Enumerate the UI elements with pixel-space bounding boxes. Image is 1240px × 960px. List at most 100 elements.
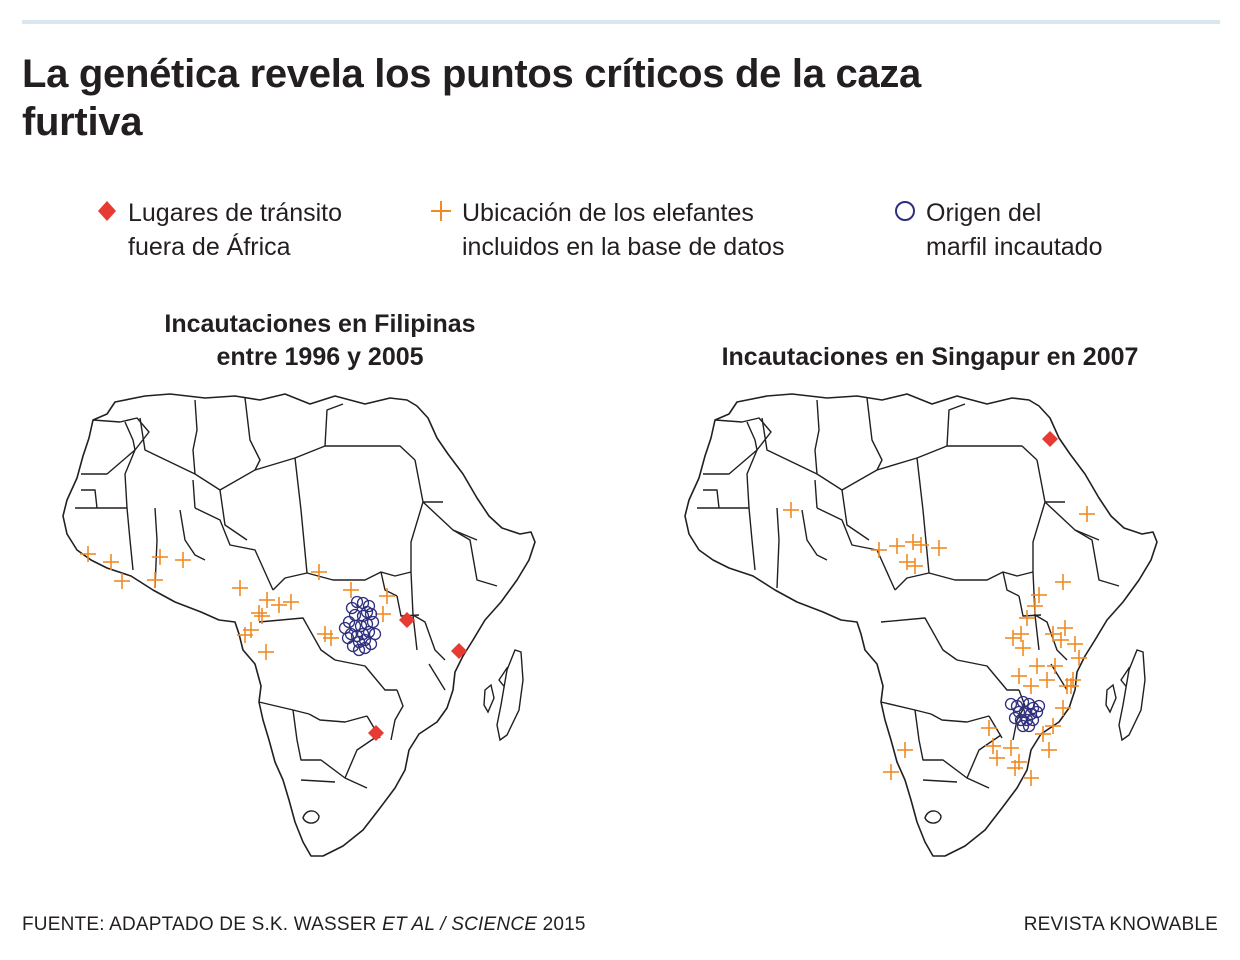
elephant-location-marker [1019, 610, 1035, 626]
elephant-location-marker [1039, 672, 1055, 688]
africa-map-philippines [62, 393, 536, 857]
elephant-location-marker [1079, 506, 1095, 522]
elephant-location-marker [783, 502, 799, 518]
elephant-location-marker [1047, 658, 1063, 674]
ivory-origin-marker [1022, 719, 1036, 733]
elephant-location-marker [343, 582, 359, 598]
country-border [139, 417, 221, 491]
elephant-location-marker [1055, 574, 1071, 590]
legend-label-origin: Origen del marfil incautado [926, 196, 1102, 264]
ivory-origin-marker [362, 599, 376, 613]
country-border [880, 617, 958, 661]
elephant-location-marker [981, 720, 997, 736]
country-border [272, 571, 412, 591]
country-border [703, 489, 720, 509]
elephant-location-marker [375, 606, 391, 622]
elephant-location-marker [931, 540, 947, 556]
transit-site-marker [451, 643, 467, 659]
country-border [390, 689, 404, 741]
elephant-location-marker [1031, 587, 1047, 603]
blue-circle-icon [895, 201, 915, 221]
island [1118, 649, 1146, 742]
elephant-location-marker [1053, 632, 1069, 648]
elephant-location-marker [889, 538, 905, 554]
africa-outline [62, 393, 536, 857]
country-border [930, 713, 990, 723]
elephant-location-marker [258, 644, 274, 660]
elephant-location-marker [871, 542, 887, 558]
country-border [748, 507, 756, 571]
africa-outline [684, 393, 1158, 857]
country-border [697, 421, 758, 509]
ivory-origin-marker [352, 635, 366, 649]
ivory-origin-marker [1026, 701, 1040, 715]
elephant-location-marker [323, 630, 339, 646]
country-border [814, 479, 818, 509]
elephant-location-marker [237, 627, 253, 643]
africa-map-singapore [684, 393, 1158, 857]
red-diamond-icon [98, 201, 116, 221]
country-border [946, 403, 966, 447]
ivory-origin-marker [1008, 711, 1022, 725]
island [924, 810, 942, 824]
country-border [219, 445, 326, 491]
legend: Lugares de tránsito fuera de África Ubic… [0, 198, 1240, 278]
country-border [410, 459, 424, 572]
elephant-location-marker [1029, 658, 1045, 674]
country-border [703, 449, 758, 475]
ivory-origin-marker [1020, 713, 1034, 727]
ivory-origin-marker [1018, 705, 1032, 719]
elephant-location-marker [1005, 630, 1021, 646]
island [483, 683, 495, 714]
map-title-line: entre 1996 y 2005 [216, 343, 424, 371]
elephant-location-marker [1027, 598, 1043, 614]
country-border [300, 779, 336, 783]
country-border [956, 659, 1019, 691]
country-border [219, 489, 248, 541]
legend-item-elephants: Ubicación de los elefantes incluidos en … [430, 198, 784, 264]
elephant-location-marker [232, 580, 248, 596]
elephant-location-marker [897, 742, 913, 758]
country-border [325, 445, 416, 461]
country-border [841, 445, 948, 491]
country-border [1074, 529, 1120, 587]
ivory-origin-marker [350, 595, 364, 609]
island [496, 649, 524, 742]
country-border [452, 529, 498, 587]
country-border [814, 399, 820, 475]
elephant-location-marker [985, 738, 1001, 754]
elephant-location-marker [1035, 726, 1051, 742]
elephant-location-marker [1063, 678, 1079, 694]
country-border [344, 734, 380, 779]
country-border [801, 509, 828, 561]
ivory-origin-marker [342, 615, 356, 629]
country-border [988, 715, 1003, 739]
country-border [1012, 689, 1026, 741]
source-credit: FUENTE: ADAPTADO DE S.K. WASSER ET AL / … [22, 914, 586, 936]
country-border [324, 403, 344, 447]
elephant-location-marker [114, 573, 130, 589]
ivory-origin-marker [1030, 705, 1044, 719]
source-text: FUENTE: ADAPTADO DE S.K. WASSER [22, 914, 383, 935]
country-border [194, 507, 274, 591]
elephant-location-marker [80, 546, 96, 562]
elephant-location-marker [1041, 742, 1057, 758]
map-title-line: Incautaciones en Singapur en 2007 [721, 343, 1139, 371]
legend-label-transit: Lugares de tránsito fuera de África [128, 196, 342, 264]
legend-item-transit: Lugares de tránsito fuera de África [96, 198, 342, 264]
country-border [428, 663, 446, 691]
orange-plus-icon [431, 201, 451, 221]
map-title-line: Incautaciones en Filipinas [164, 310, 476, 338]
map-markers [783, 431, 1095, 786]
legend-label-line: marfil incautado [926, 233, 1103, 261]
country-border [1034, 614, 1068, 661]
country-border [192, 399, 198, 475]
elephant-location-marker [905, 534, 921, 550]
source-authors: ET AL / SCIENCE [382, 914, 538, 935]
elephant-location-marker [379, 588, 395, 604]
elephant-location-marker [1055, 700, 1071, 716]
island [302, 810, 320, 824]
country-border [714, 417, 772, 451]
elephant-location-marker [989, 750, 1005, 766]
elephant-location-marker [259, 592, 275, 608]
